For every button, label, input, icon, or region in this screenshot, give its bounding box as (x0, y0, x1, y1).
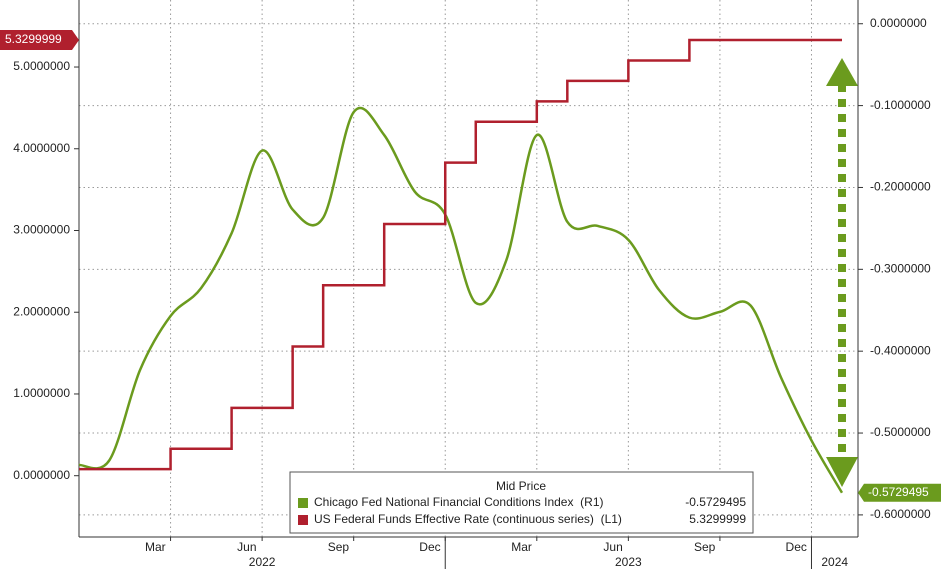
y2-tick-label: -0.4000000 (870, 343, 931, 357)
y2-tick-label: -0.1000000 (870, 98, 931, 112)
last-value-label: -0.5729495 (868, 485, 929, 499)
y2-tick-label: -0.2000000 (870, 180, 931, 194)
y2-tick-label: -0.3000000 (870, 261, 931, 275)
year-label: 2022 (249, 555, 276, 569)
y-tick-label: 4.0000000 (13, 141, 70, 155)
x-tick-label: Mar (511, 540, 532, 554)
y2-tick-label: -0.6000000 (870, 507, 931, 521)
y-tick-label: 0.0000000 (13, 468, 70, 482)
last-value-label: 5.3299999 (5, 32, 62, 46)
x-tick-label: Sep (694, 540, 716, 554)
x-tick-label: Jun (603, 540, 622, 554)
legend-box (289, 471, 754, 534)
x-tick-label: Jun (237, 540, 256, 554)
x-tick-label: Sep (328, 540, 350, 554)
legend-title: Mid Price (496, 479, 546, 493)
y2-tick-label: 0.0000000 (870, 16, 927, 30)
x-tick-label: Dec (419, 540, 440, 554)
y-tick-label: 5.0000000 (13, 59, 70, 73)
legend-label: Chicago Fed National Financial Condition… (314, 495, 603, 509)
annotation-arrow (826, 58, 858, 487)
last-value-badge (0, 30, 79, 51)
legend-value: -0.5729495 (685, 495, 746, 509)
series-line (78, 106, 844, 494)
legend-value: 5.3299999 (689, 512, 746, 526)
year-label: 2023 (615, 555, 642, 569)
legend-swatch (298, 515, 308, 525)
x-tick-label: Mar (145, 540, 166, 554)
series-line (79, 38, 842, 471)
y2-tick-label: -0.5000000 (870, 425, 931, 439)
legend-swatch (298, 498, 308, 508)
y-tick-label: 2.0000000 (13, 304, 70, 318)
y-tick-label: 3.0000000 (13, 223, 70, 237)
y-tick-label: 1.0000000 (13, 386, 70, 400)
x-tick-label: Dec (786, 540, 807, 554)
legend-label: US Federal Funds Effective Rate (continu… (314, 512, 622, 526)
last-value-badge (858, 483, 941, 502)
year-label: 2024 (821, 555, 848, 569)
